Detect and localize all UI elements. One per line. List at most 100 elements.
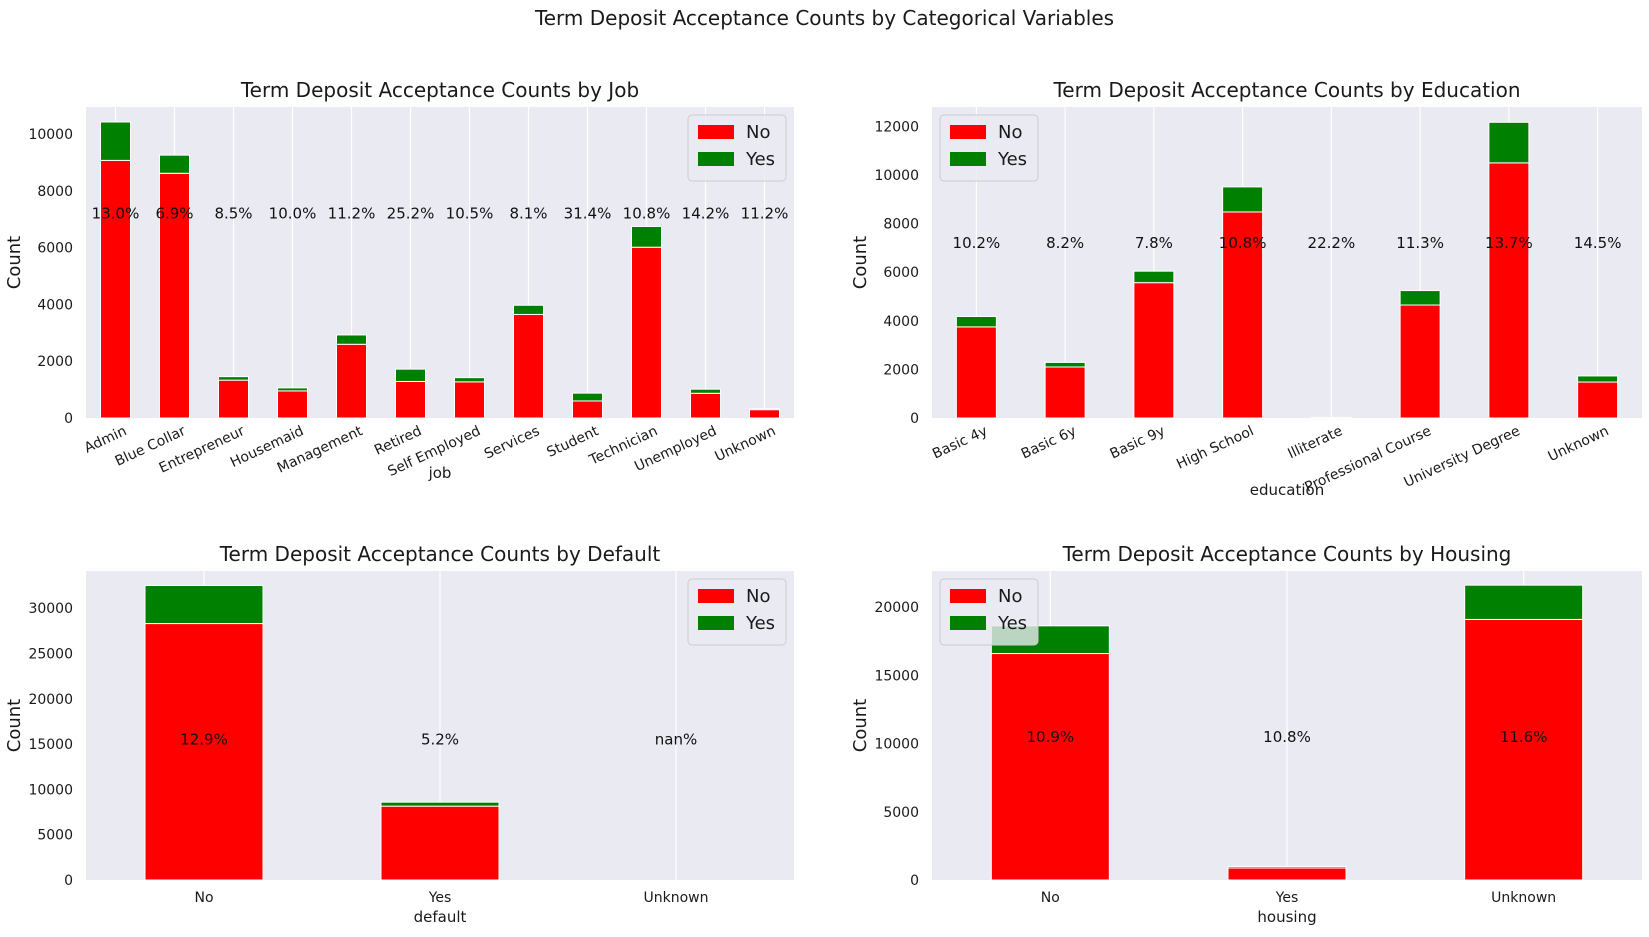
y-axis-label: Count	[4, 699, 25, 752]
legend-swatch-no	[950, 589, 986, 603]
legend-label-yes: Yes	[997, 149, 1027, 170]
bar-yes	[1488, 121, 1530, 164]
percent-label: 13.0%	[92, 205, 140, 223]
y-axis-label: Count	[850, 699, 871, 752]
percent-label: 25.2%	[387, 205, 435, 223]
bar-no	[395, 380, 426, 419]
percent-label: 5.2%	[421, 731, 459, 749]
bar-yes	[1399, 290, 1441, 306]
bar-yes	[336, 334, 367, 345]
x-tick-label: Yes	[428, 890, 452, 906]
percent-label: 10.2%	[953, 234, 1001, 252]
y-axis-label: Count	[850, 236, 871, 289]
y-tick-label: 5000	[883, 805, 919, 821]
axes-background	[86, 107, 794, 418]
bar-no	[955, 326, 997, 419]
percent-label: 10.5%	[446, 205, 494, 223]
subplot-title: Term Deposit Acceptance Counts by Housin…	[1062, 542, 1512, 566]
bar-no	[1133, 282, 1175, 419]
subplot-3: 12.9% 5.2% nan% 0 5000 10000 15000 20000 25000 30…	[4, 542, 794, 926]
legend-box	[939, 114, 1039, 182]
bar-yes	[1464, 584, 1584, 620]
y-tick-label: 10000	[874, 168, 919, 184]
bar-yes	[144, 584, 264, 625]
percent-label: 11.6%	[1500, 728, 1548, 746]
percent-label: 10.9%	[1027, 728, 1075, 746]
bar-yes	[955, 315, 997, 328]
x-tick-label: Unknown	[1491, 890, 1556, 906]
legend-box	[687, 578, 787, 646]
y-tick-label: 10000	[28, 127, 73, 143]
percent-label: 10.8%	[1219, 234, 1267, 252]
legend-box	[687, 114, 787, 182]
percent-label: 12.9%	[180, 731, 228, 749]
percent-label: 10.0%	[269, 205, 317, 223]
bar-no	[100, 159, 131, 419]
bar-no	[454, 381, 485, 419]
bar-no	[1399, 304, 1441, 419]
percent-label: 10.8%	[623, 205, 671, 223]
x-tick-label: Basic 4y	[930, 423, 990, 462]
x-axis-label: education	[1250, 481, 1324, 499]
y-tick-label: 6000	[37, 241, 73, 257]
bar-no	[218, 379, 249, 419]
bar-yes	[572, 392, 603, 402]
percent-label: 8.1%	[509, 205, 547, 223]
subplot-title: Term Deposit Acceptance Counts by Educat…	[1052, 78, 1520, 102]
y-tick-label: 0	[64, 873, 73, 889]
y-tick-label: 10000	[28, 782, 73, 798]
bar-no	[1227, 867, 1347, 881]
percent-label: 8.5%	[214, 205, 252, 223]
bar-no	[572, 400, 603, 419]
x-tick-label: Unknown	[1546, 423, 1612, 465]
legend-label-no: No	[746, 122, 770, 143]
legend-label-yes: Yes	[997, 613, 1027, 634]
y-tick-label: 2000	[883, 362, 919, 378]
percent-label: 11.3%	[1396, 234, 1444, 252]
bar-yes	[631, 225, 662, 248]
bar-yes	[218, 376, 249, 381]
y-tick-label: 25000	[28, 646, 73, 662]
legend-swatch-no	[698, 125, 734, 139]
subplot-1: 13.0% 6.9% 8.5% 10.0% 11.2% 25.2% 10.5% 8.1% 31.…	[4, 78, 794, 482]
percent-label: 31.4%	[564, 205, 612, 223]
bar-yes	[395, 368, 426, 382]
x-tick-label: Yes	[1275, 890, 1299, 906]
x-tick-label: Illiterate	[1285, 423, 1345, 462]
x-tick-label: Services	[482, 423, 542, 462]
legend-swatch-yes	[950, 152, 986, 166]
bar-yes	[690, 388, 721, 394]
figure-title: Term Deposit Acceptance Counts by Catego…	[534, 6, 1115, 30]
x-axis-label: housing	[1257, 908, 1316, 926]
bar-yes	[749, 408, 780, 411]
legend-swatch-yes	[698, 616, 734, 630]
bar-yes	[1227, 866, 1347, 869]
legend-label-yes: Yes	[745, 149, 775, 170]
legend-label-yes: Yes	[745, 613, 775, 634]
legend-box	[939, 578, 1039, 646]
subplot-2: 10.2% 8.2% 7.8% 10.8% 22.2% 11.3% 13.7% 14.5% 0 2…	[850, 78, 1642, 499]
bar-no	[1044, 366, 1086, 419]
subplot-4: 10.9% 10.8% 11.6% 0 5000 10000 15000 20000 No Yes…	[850, 542, 1642, 926]
y-tick-label: 6000	[883, 265, 919, 281]
bar-yes	[513, 304, 544, 315]
bar-yes	[277, 387, 308, 392]
y-tick-label: 10000	[874, 737, 919, 753]
x-tick-label: Unknown	[644, 890, 709, 906]
y-tick-label: 0	[910, 873, 919, 889]
bar-no	[380, 805, 500, 881]
percent-label: 11.2%	[328, 205, 376, 223]
x-tick-label: Basic 6y	[1019, 423, 1079, 462]
bar-no	[336, 343, 367, 419]
bar-no	[1222, 211, 1264, 419]
y-tick-label: 30000	[28, 601, 73, 617]
bar-no	[1577, 381, 1619, 419]
x-tick-label: No	[1041, 890, 1060, 906]
bar-yes	[1577, 375, 1619, 383]
bar-no	[277, 390, 308, 419]
y-tick-label: 15000	[28, 737, 73, 753]
x-tick-label: Unknown	[713, 423, 779, 465]
bar-no	[631, 246, 662, 419]
x-tick-label: High School	[1174, 423, 1256, 473]
